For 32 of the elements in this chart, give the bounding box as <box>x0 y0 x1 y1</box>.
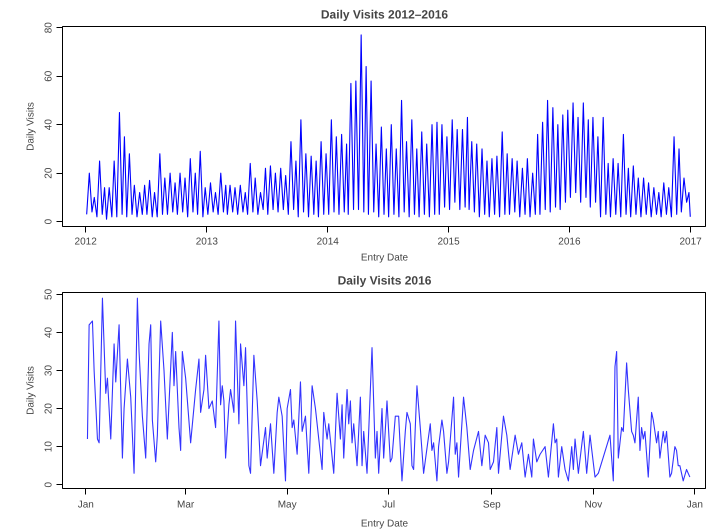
y-tick-label: 60 <box>44 70 54 82</box>
y-tick-label: 40 <box>44 326 54 338</box>
x-tick-label: Sep <box>482 500 502 510</box>
x-tick-label: 2013 <box>196 236 218 248</box>
y-tick-label: 20 <box>44 402 54 414</box>
chart-title: Daily Visits 2016 <box>338 274 432 288</box>
x-tick-label: Mar <box>177 500 195 510</box>
x-tick-label: Jul <box>382 500 396 510</box>
y-tick-label: 0 <box>44 218 54 224</box>
x-tick-label: 2014 <box>316 236 340 248</box>
y-tick-label: 0 <box>44 481 54 488</box>
y-axis-title: Daily Visits <box>26 366 36 415</box>
x-tick-label: Nov <box>584 500 602 510</box>
y-axis-title: Daily Visits <box>26 102 36 151</box>
x-tick-label: 2016 <box>558 236 581 248</box>
y-tick-label: 40 <box>44 118 54 130</box>
x-tick-label: 2015 <box>437 236 460 248</box>
x-tick-label: Jan <box>78 500 94 510</box>
y-tick-label: 10 <box>44 440 54 452</box>
x-tick-label: 2017 <box>679 236 702 248</box>
y-tick-label: 20 <box>44 167 54 179</box>
line-series <box>86 298 690 482</box>
x-tick-label: Jan <box>686 500 703 510</box>
line-series <box>86 34 691 220</box>
x-axis-title: Entry Date <box>360 518 409 530</box>
y-tick-label: 30 <box>44 364 54 376</box>
x-axis-title: Entry Date <box>360 252 409 264</box>
y-tick-label: 80 <box>44 22 54 34</box>
chart-title: Daily Visits 2012–2016 <box>320 8 448 22</box>
x-tick-label: May <box>278 500 297 510</box>
y-tick-label: 50 <box>44 288 54 300</box>
x-tick-label: 2012 <box>74 236 98 248</box>
